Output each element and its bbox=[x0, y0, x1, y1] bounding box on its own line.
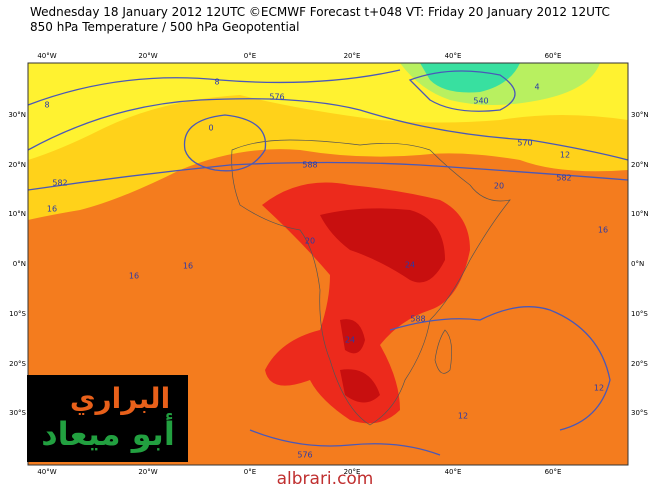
lat-label: 30°S bbox=[631, 409, 648, 417]
contour-label: 16 bbox=[129, 272, 139, 281]
contour-label: 20 bbox=[305, 237, 315, 246]
contour-label: 12 bbox=[458, 412, 468, 421]
hottest-zone bbox=[320, 208, 445, 283]
contour-label: 588 bbox=[302, 161, 317, 170]
contour-label: 588 bbox=[410, 315, 425, 324]
contour-label: 582 bbox=[556, 174, 571, 183]
lat-label: 20°S bbox=[9, 360, 26, 368]
hottest-zone bbox=[340, 319, 380, 403]
lat-label: 20°S bbox=[631, 360, 648, 368]
contour-label: 4 bbox=[534, 83, 539, 92]
lon-label: 40°W bbox=[37, 468, 56, 476]
lon-label: 0°E bbox=[244, 52, 256, 60]
lat-label: 10°S bbox=[9, 310, 26, 318]
contour-label: 24 bbox=[345, 336, 355, 345]
footer-site: albrari.com bbox=[277, 469, 374, 489]
lon-label: 20°W bbox=[138, 52, 157, 60]
lon-label: 40°E bbox=[445, 52, 462, 60]
logo-line1: البراري bbox=[70, 382, 170, 415]
contour bbox=[408, 70, 516, 112]
header-line1: Wednesday 18 January 2012 12UTC ©ECMWF F… bbox=[30, 5, 610, 19]
contour-label: 12 bbox=[594, 384, 604, 393]
contour-label: 570 bbox=[517, 139, 532, 148]
contour-label: 20 bbox=[494, 182, 504, 191]
contour-label: 16 bbox=[183, 262, 193, 271]
contour bbox=[27, 98, 629, 161]
lon-label: 20°W bbox=[138, 468, 157, 476]
lon-label: 40°E bbox=[445, 468, 462, 476]
lat-label: 0°N bbox=[631, 260, 644, 268]
contour-label: 16 bbox=[47, 205, 57, 214]
contour bbox=[389, 306, 611, 431]
coastline bbox=[434, 329, 452, 374]
lat-label: 10°N bbox=[631, 210, 649, 218]
lon-label: 20°E bbox=[344, 52, 361, 60]
lon-label: 60°E bbox=[545, 468, 562, 476]
lat-label: 30°N bbox=[8, 111, 26, 119]
lon-label: 60°E bbox=[545, 52, 562, 60]
logo-line2: أبو ميعاد bbox=[41, 413, 175, 453]
contour-label: 24 bbox=[405, 261, 415, 270]
lon-label: 40°W bbox=[37, 52, 56, 60]
contour bbox=[27, 161, 629, 191]
lat-label: 10°N bbox=[8, 210, 26, 218]
lat-label: 0°N bbox=[13, 260, 26, 268]
contour-label: 8 bbox=[214, 78, 219, 87]
contour-label: 0 bbox=[208, 124, 213, 133]
lat-label: 10°S bbox=[631, 310, 648, 318]
contour bbox=[27, 69, 401, 106]
lat-label: 20°N bbox=[8, 161, 26, 169]
lat-label: 30°S bbox=[9, 409, 26, 417]
contour-label: 16 bbox=[598, 226, 608, 235]
contour-label: 576 bbox=[297, 451, 312, 460]
contour-label: 576 bbox=[269, 93, 284, 102]
logo: البراري أبو ميعاد bbox=[27, 375, 188, 462]
cold-zone bbox=[420, 63, 520, 93]
map-frame bbox=[27, 62, 629, 466]
contour bbox=[183, 114, 267, 172]
lon-label: 20°E bbox=[344, 468, 361, 476]
lat-label: 30°N bbox=[631, 111, 649, 119]
contour bbox=[249, 429, 441, 456]
logo-box bbox=[27, 375, 188, 462]
lon-label: 0°E bbox=[244, 468, 256, 476]
contour-label: 12 bbox=[560, 151, 570, 160]
contour-label: 540 bbox=[473, 97, 488, 106]
coastline bbox=[231, 139, 511, 426]
contour-label: 8 bbox=[44, 101, 49, 110]
header-line2: 850 hPa Temperature / 500 hPa Geopotenti… bbox=[30, 20, 299, 34]
contour-label: 582 bbox=[52, 179, 67, 188]
lat-label: 20°N bbox=[631, 161, 649, 169]
